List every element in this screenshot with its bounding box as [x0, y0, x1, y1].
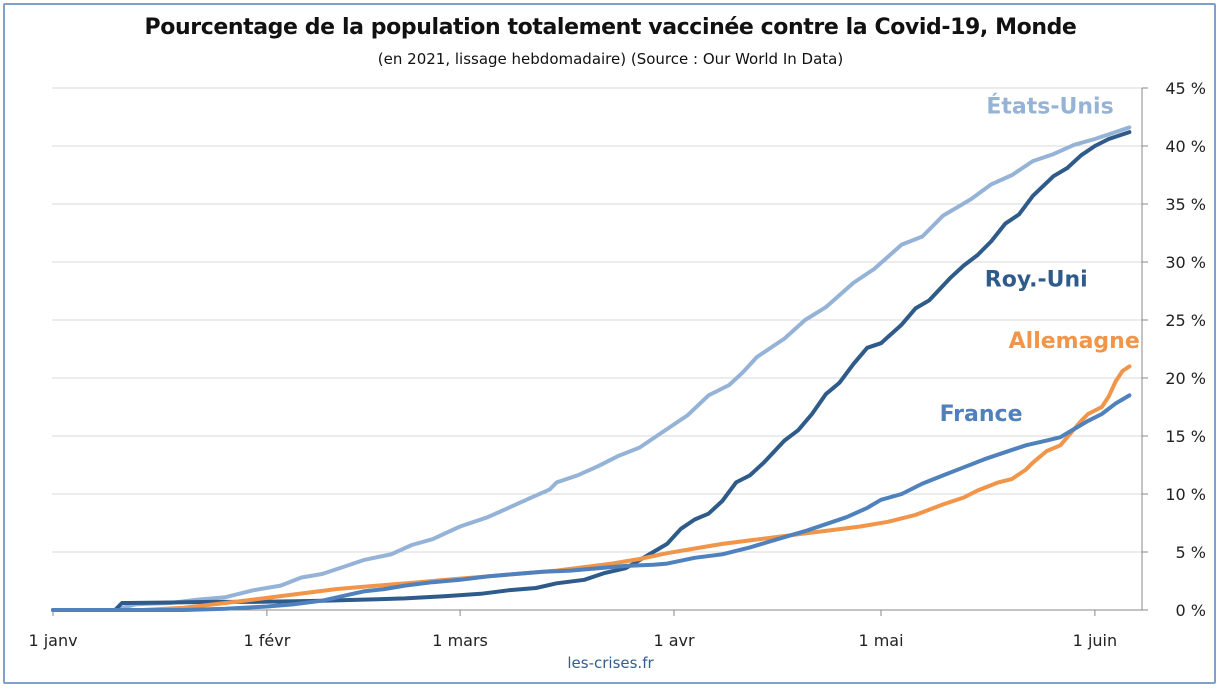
- y-tick-label: 15 %: [1165, 427, 1206, 446]
- series-label: Roy.-Uni: [985, 267, 1088, 292]
- y-tick-label: 45 %: [1165, 79, 1206, 98]
- y-tick-label: 35 %: [1165, 195, 1206, 214]
- x-tick-label: 1 janv: [28, 631, 77, 650]
- chart-subtitle: (en 2021, lissage hebdomadaire) (Source …: [377, 50, 844, 68]
- gridlines: [52, 87, 1142, 553]
- x-tick-label: 1 mars: [432, 631, 488, 650]
- x-tick-label: 1 mai: [858, 631, 903, 650]
- y-tick-label: 25 %: [1165, 311, 1206, 330]
- y-tick-label: 30 %: [1165, 253, 1206, 272]
- series-lines: [51, 125, 1132, 612]
- y-tick-label: 40 %: [1165, 137, 1206, 156]
- series-label: Allemagne: [1009, 329, 1140, 354]
- series-label: France: [940, 402, 1023, 427]
- x-tick-label: 1 févr: [244, 631, 291, 650]
- series-line-1: [51, 130, 1132, 612]
- series-label: États-Unis: [986, 94, 1113, 120]
- y-tick-label: 10 %: [1165, 485, 1206, 504]
- series-labels: États-Unis Roy.-Uni Allemagne France: [940, 94, 1140, 427]
- series-line-3: [51, 393, 1132, 612]
- y-tick-label: 5 %: [1176, 543, 1206, 562]
- source-credit: les-crises.fr: [567, 654, 654, 672]
- x-tick-label: 1 avr: [653, 631, 695, 650]
- y-tick-label: 0 %: [1176, 601, 1206, 620]
- y-tick-label: 20 %: [1165, 369, 1206, 388]
- series-line-2: [51, 364, 1132, 612]
- x-tick-label: 1 juin: [1073, 631, 1117, 650]
- chart-title: Pourcentage de la population totalement …: [144, 15, 1077, 40]
- series-line-0: [51, 125, 1132, 612]
